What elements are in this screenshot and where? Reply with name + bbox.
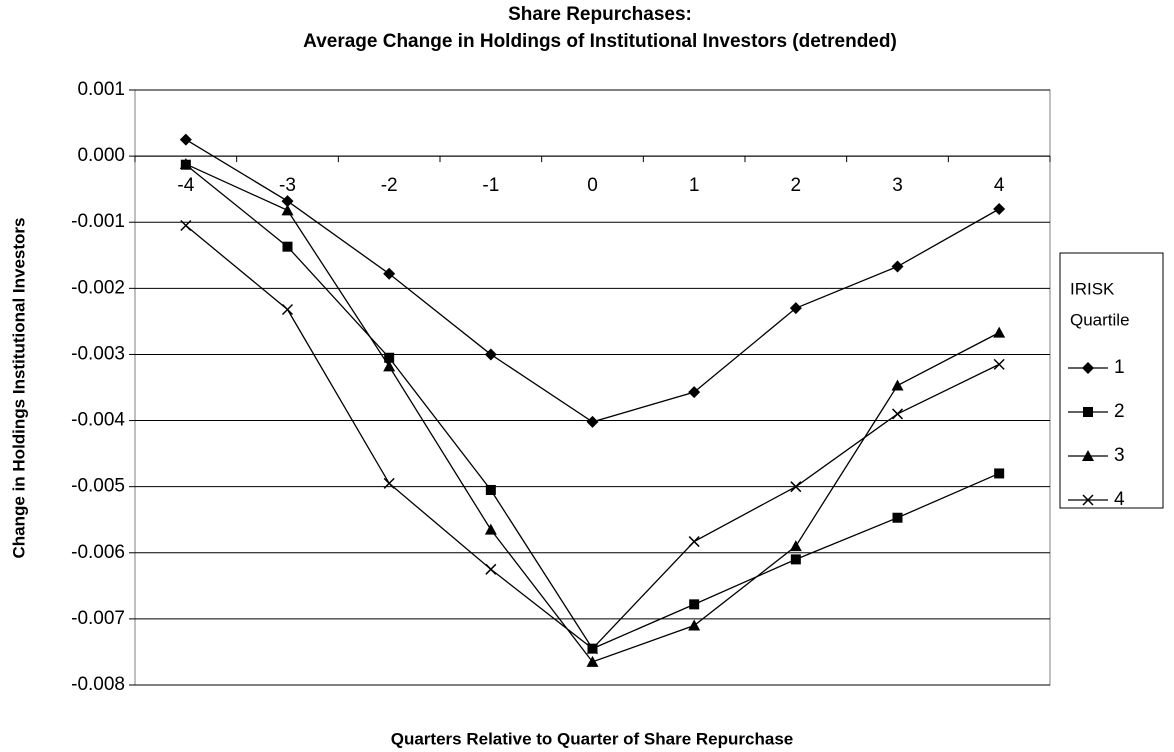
y-tick-label: -0.002: [71, 277, 125, 298]
legend-marker: [1082, 450, 1094, 461]
x-tick-label: -2: [381, 175, 398, 196]
data-point: [891, 379, 904, 391]
legend-marker: [1082, 362, 1094, 374]
data-point: [688, 386, 701, 399]
data-point: [180, 219, 192, 232]
data-point: [586, 655, 599, 667]
legend-label: 3: [1114, 445, 1125, 466]
data-point: [484, 348, 497, 361]
data-point: [993, 203, 1006, 215]
y-tick-label: -0.008: [71, 674, 125, 695]
data-point: [789, 302, 802, 315]
legend-label: 4: [1114, 489, 1125, 510]
data-point: [485, 484, 496, 495]
data-point: [484, 523, 497, 535]
data-point: [892, 512, 903, 523]
data-point: [586, 643, 599, 655]
x-tick-label: -3: [279, 175, 296, 196]
data-point: [179, 133, 192, 146]
x-tick-label: -1: [482, 175, 499, 196]
y-axis-label: Change in Holdings Institutional Investo…: [9, 218, 28, 559]
legend-label: 1: [1114, 357, 1125, 378]
data-point: [790, 554, 801, 565]
data-point: [789, 540, 802, 552]
x-tick-label: -4: [177, 175, 194, 196]
y-tick-label: -0.006: [71, 542, 125, 563]
data-point: [891, 260, 904, 273]
legend-label: 2: [1114, 401, 1125, 422]
y-tick-label: 0.000: [77, 145, 125, 166]
x-axis-label: Quarters Relative to Quarter of Share Re…: [391, 729, 793, 748]
data-point: [485, 563, 497, 575]
data-point: [790, 481, 802, 493]
x-tick-label: 0: [587, 175, 598, 196]
y-tick-label: -0.005: [71, 476, 125, 497]
x-tick-label: 3: [892, 175, 903, 196]
data-point: [689, 599, 700, 610]
y-tick-label: -0.003: [71, 343, 125, 364]
x-tick-label: 1: [689, 175, 700, 196]
data-point: [383, 267, 396, 280]
data-point: [383, 477, 395, 489]
data-point: [282, 241, 293, 252]
data-point: [383, 360, 396, 372]
data-point: [891, 408, 904, 420]
data-point: [994, 468, 1005, 479]
chart-title: Share Repurchases:: [508, 4, 692, 25]
data-point: [179, 158, 192, 170]
legend-marker: [1083, 407, 1093, 417]
data-point: [993, 326, 1006, 338]
data-point: [281, 204, 294, 216]
y-tick-label: -0.004: [71, 410, 125, 431]
data-point: [384, 352, 395, 363]
data-point: [281, 195, 294, 208]
y-tick-label: -0.001: [71, 211, 125, 232]
data-point: [688, 536, 700, 548]
y-tick-label: 0.001: [77, 79, 125, 100]
legend-box: [1059, 252, 1164, 509]
legend-title: Quartile: [1070, 310, 1130, 329]
data-point: [281, 303, 294, 316]
data-point: [993, 358, 1005, 370]
legend-title: IRISK: [1070, 279, 1115, 298]
x-tick-label: 4: [994, 175, 1005, 196]
x-tick-label: 2: [791, 175, 802, 196]
legend-marker: [1082, 494, 1094, 506]
data-point: [688, 619, 701, 631]
y-tick-label: -0.007: [71, 608, 125, 629]
data-point: [586, 415, 599, 428]
chart-subtitle: Average Change in Holdings of Institutio…: [303, 31, 897, 52]
